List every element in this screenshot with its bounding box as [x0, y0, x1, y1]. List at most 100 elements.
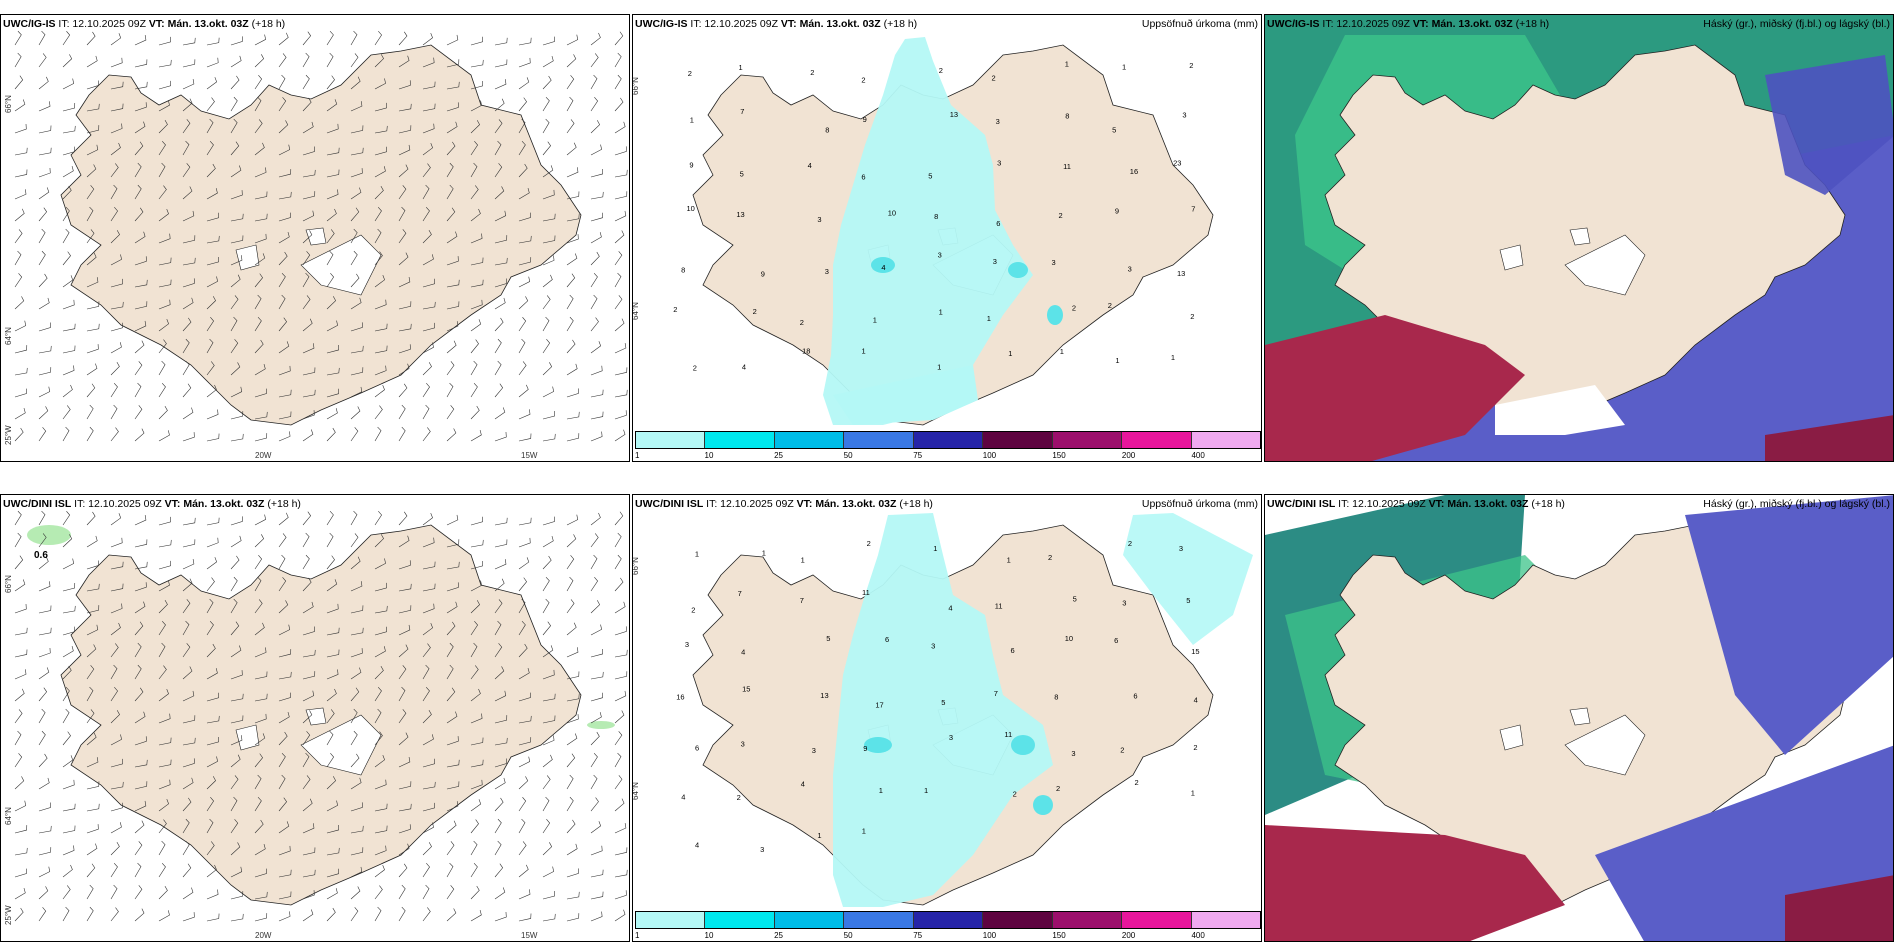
wind-barb	[158, 208, 169, 222]
wind-barb	[158, 162, 166, 178]
wind-barb	[518, 692, 531, 702]
wind-barb	[542, 735, 555, 746]
colorbar-swatch	[844, 912, 914, 928]
wind-barb	[254, 713, 267, 724]
wind-barb	[254, 514, 266, 526]
wind-barb	[614, 752, 622, 768]
wind-barb	[470, 162, 478, 178]
wind-barb	[566, 622, 577, 636]
wind-barb	[590, 191, 604, 200]
wind-barb	[86, 277, 99, 288]
panel-variable-label: Háský (gr.), miðský (fj.bl.) og lágský (…	[1703, 18, 1890, 30]
wind-barb	[86, 624, 99, 636]
wind-barb	[446, 539, 460, 548]
wind-barb	[614, 649, 628, 658]
wind-barb	[446, 81, 460, 90]
wind-barb	[134, 121, 146, 134]
wind-barb	[158, 885, 168, 900]
wind-barb	[110, 254, 122, 266]
wind-barb	[14, 532, 22, 548]
wind-barb	[86, 164, 97, 178]
wind-barb	[326, 776, 337, 790]
wind-barb	[206, 276, 218, 288]
precip-value: 2	[800, 318, 804, 327]
wind-barb	[158, 620, 166, 636]
wind-barb	[206, 818, 214, 834]
wind-barb	[86, 686, 94, 702]
wind-barb	[350, 250, 358, 266]
wind-barb	[254, 253, 266, 266]
precip-value: 6	[1114, 636, 1118, 645]
wind-barb	[374, 54, 384, 68]
wind-barb	[158, 59, 172, 68]
precip-value: 2	[1189, 61, 1193, 70]
wind-barb	[254, 693, 268, 702]
wind-barb	[566, 363, 578, 376]
wind-barb	[230, 96, 238, 112]
wind-barb	[230, 75, 240, 90]
wind-barb	[182, 59, 196, 68]
wind-barb	[158, 665, 167, 680]
wind-barb	[158, 185, 167, 200]
wind-barb	[182, 186, 193, 200]
wind-barb	[86, 560, 99, 570]
wind-barb	[278, 731, 288, 746]
wind-barb	[470, 665, 479, 680]
cloud-map	[1265, 15, 1893, 461]
wind-barb	[302, 601, 314, 614]
colorbar-label: 75	[913, 451, 923, 460]
wind-barb	[398, 125, 412, 134]
wind-barb	[278, 554, 286, 570]
wind-barb	[398, 624, 411, 636]
wind-barb	[374, 665, 384, 680]
wind-barb	[134, 561, 148, 570]
wind-barb	[350, 30, 358, 46]
wind-barb	[326, 52, 334, 68]
wind-barb	[326, 730, 334, 746]
precip-colorbar	[635, 911, 1261, 929]
precip-value: 5	[1112, 126, 1116, 135]
wind-barb	[254, 233, 267, 244]
wind-barb	[230, 295, 239, 310]
wind-barb	[614, 847, 628, 856]
wind-barb	[542, 621, 552, 636]
wind-barb	[374, 885, 383, 900]
wind-barb	[566, 75, 575, 90]
wind-barb	[566, 534, 577, 548]
wind-barb	[86, 665, 95, 680]
wind-barb	[590, 120, 601, 134]
wind-barb	[278, 231, 290, 244]
wind-barb	[134, 781, 148, 790]
wind-barb	[518, 276, 531, 288]
wind-barb	[398, 363, 410, 376]
wind-barb	[14, 75, 24, 90]
wind-barb	[614, 31, 624, 46]
wind-barb	[614, 210, 627, 222]
precip-value: 3	[741, 740, 745, 749]
wind-barb	[230, 165, 242, 178]
wind-barb	[278, 97, 287, 112]
wind-barb	[86, 583, 100, 592]
wind-barb	[590, 317, 599, 332]
wind-barb	[302, 649, 316, 658]
wind-barb	[230, 576, 238, 592]
wind-barb	[62, 534, 73, 548]
wind-barb	[38, 533, 47, 548]
wind-barb	[302, 890, 315, 900]
wind-barb	[422, 32, 433, 46]
precip-value: 2	[688, 69, 692, 78]
wind-barb	[398, 884, 406, 900]
wind-barb	[470, 759, 484, 768]
wind-barb	[494, 235, 508, 244]
wind-barbs	[14, 30, 628, 442]
wind-barb	[110, 184, 118, 200]
wind-barb	[614, 690, 627, 702]
wind-barb	[278, 341, 290, 354]
wind-barb	[590, 144, 602, 156]
wind-barb	[494, 643, 503, 658]
wind-barb	[470, 819, 479, 834]
wind-barb	[542, 891, 556, 900]
colorbar-swatch	[1191, 912, 1260, 928]
panel-title: UWC/DINI ISL IT: 12.10.2025 09Z VT: Mán.…	[1267, 498, 1565, 510]
